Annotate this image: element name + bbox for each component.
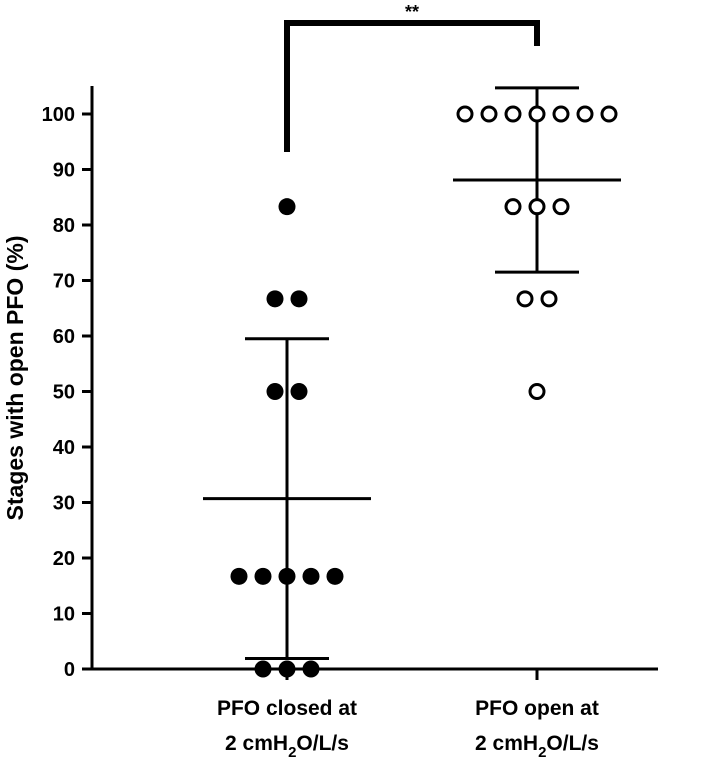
category-label-subscript: 2 [288,744,296,761]
data-point-filled [326,567,344,585]
category-label-line2: 2 cmH2O/L/s [475,732,599,761]
y-tick-label: 50 [53,382,75,404]
category-label-line1: PFO closed at [217,697,357,720]
y-tick-label: 0 [64,659,75,681]
data-point-open [576,105,594,123]
data-point-filled [302,567,320,585]
data-point-open [516,290,534,308]
data-point-open [552,198,570,216]
data-point-filled [266,383,284,400]
significance-bracket: ** [284,2,540,152]
data-point-open [528,105,546,123]
data-point-filled [290,290,308,308]
y-tick-label: 60 [53,326,75,348]
data-point-filled [266,290,284,308]
data-point-open [456,105,474,123]
data-point-open [540,290,558,308]
data-points [230,105,618,678]
data-point-filled [254,567,272,585]
category-label-text: 2 cmH [475,732,538,755]
data-point-filled [302,660,320,678]
y-tick-label: 30 [53,493,75,515]
y-axis: 0 10 20 30 40 50 60 70 80 90 100 [42,86,94,681]
category-label-text: 2 cmH [225,732,288,755]
category-label-line1: PFO open at [475,697,599,720]
y-tick-label: 20 [53,548,75,570]
data-point-open [480,105,498,123]
y-tick-label: 100 [42,104,75,126]
data-point-filled [254,660,272,678]
y-tick-label: 40 [53,437,75,459]
data-point-open [504,198,522,216]
data-point-open [528,198,546,216]
data-point-filled [278,660,296,678]
category-label-line2: 2 cmH2O/L/s [225,732,349,761]
data-point-open [552,105,570,123]
y-axis-title: Stages with open PFO (%) [2,236,28,521]
y-tick-label: 10 [53,604,75,626]
data-point-filled [230,567,248,585]
error-bars [203,86,621,660]
data-point-open [600,105,618,123]
y-tick-label: 80 [53,215,75,237]
data-point-filled [278,567,296,585]
data-point-filled [278,198,296,216]
bracket-line [284,20,540,152]
data-point-open [528,383,546,400]
data-point-open [504,105,522,123]
y-tick-label: 90 [53,160,75,182]
category-label-subscript: 2 [538,744,546,761]
category-label-text: O/L/s [296,732,349,755]
data-point-filled [290,383,308,400]
x-axis [92,667,658,680]
category-label-text: O/L/s [546,732,599,755]
y-tick-label: 70 [53,271,75,293]
significance-label: ** [405,2,419,22]
